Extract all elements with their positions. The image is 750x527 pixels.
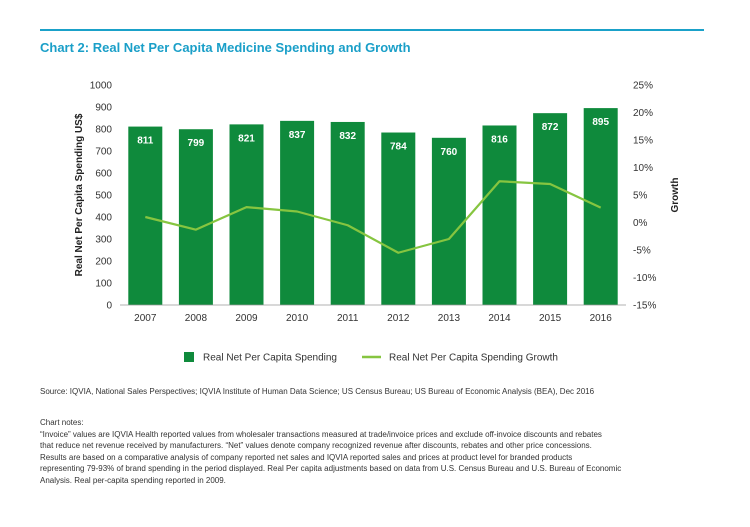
- bar: [128, 126, 163, 305]
- x-tick-label: 2009: [235, 313, 258, 324]
- y2-tick-label: 20%: [633, 108, 653, 119]
- axes-group: 0 100 200 300 400 500 600 700 800 900 1000 -15% -10%…: [74, 81, 681, 325]
- chart: 811 799 821 837 832 784 760 816 872 895 0 100 200 30…: [74, 81, 681, 364]
- bar: [431, 137, 466, 305]
- bar-value-label: 784: [390, 142, 407, 153]
- y-tick-label: 200: [95, 257, 112, 268]
- x-tick-label: 2013: [438, 313, 461, 324]
- notes-line: Analysis. Real per-capita spending repor…: [40, 475, 226, 485]
- line-group: [145, 180, 602, 254]
- x-tick-label: 2010: [286, 313, 309, 324]
- x-tick-label: 2014: [488, 313, 511, 324]
- y2-tick-label: -5%: [633, 246, 651, 257]
- y-axis-title: Real Net Per Capita Spending US$: [74, 113, 85, 276]
- bar-value-label: 821: [238, 133, 255, 144]
- y-tick-label: 300: [95, 235, 112, 246]
- bar-value-label: 760: [441, 147, 458, 158]
- chart-notes: Chart notes: “Invoice” values are IQVIA …: [40, 417, 710, 486]
- x-tick-label: 2008: [185, 313, 208, 324]
- bar: [280, 120, 315, 305]
- bar-value-label: 811: [137, 136, 154, 147]
- source-note: Source: IQVIA, National Sales Perspectiv…: [40, 387, 595, 396]
- x-tick-label: 2011: [337, 313, 359, 324]
- y2-tick-label: -10%: [633, 273, 656, 284]
- y-tick-label: 800: [95, 125, 112, 136]
- chart-title: Chart 2: Real Net Per Capita Medicine Sp…: [40, 40, 411, 55]
- y-tick-label: 500: [95, 191, 112, 202]
- bar-value-label: 816: [491, 134, 508, 145]
- y2-tick-label: 25%: [633, 81, 653, 92]
- y2-tick-label: 15%: [633, 136, 653, 147]
- growth-line: [145, 180, 602, 254]
- notes-line: representing 79-93% of brand spending in…: [40, 464, 622, 473]
- y2-tick-label: 0%: [633, 218, 648, 229]
- bar: [229, 124, 264, 305]
- y2-axis-title: Growth: [670, 178, 681, 213]
- y-tick-label: 1000: [90, 81, 113, 92]
- bar: [482, 125, 517, 305]
- bar: [178, 129, 213, 305]
- bar-value-label: 895: [592, 117, 609, 128]
- y-tick-label: 900: [95, 103, 112, 114]
- x-tick-label: 2016: [590, 313, 613, 324]
- y-tick-label: 100: [95, 279, 112, 290]
- legend-line-label: Real Net Per Capita Spending Growth: [389, 353, 558, 364]
- bar-value-label: 837: [289, 130, 306, 141]
- bar-value-label: 799: [188, 138, 205, 149]
- top-rule: [40, 29, 704, 31]
- notes-heading: Chart notes:: [40, 418, 84, 427]
- legend: Real Net Per Capita Spending Real Net Per…: [184, 352, 558, 364]
- x-tick-label: 2012: [387, 313, 410, 324]
- bars-group: 811 799 821 837 832 784 760 816 872 895: [128, 108, 618, 306]
- notes-line: “Invoice” values are IQVIA Health report…: [40, 429, 602, 439]
- legend-bar-swatch: [184, 352, 194, 362]
- bar: [381, 132, 416, 305]
- y-tick-label: 600: [95, 169, 112, 180]
- bar-value-label: 832: [339, 131, 356, 142]
- bar: [330, 121, 365, 306]
- notes-line: that reduce net revenue received by manu…: [40, 441, 592, 450]
- bar-value-label: 872: [542, 122, 559, 133]
- y-tick-label: 700: [95, 147, 112, 158]
- y-tick-label: 400: [95, 213, 112, 224]
- y2-tick-label: -15%: [633, 301, 656, 312]
- legend-bar-label: Real Net Per Capita Spending: [203, 353, 337, 364]
- bar: [533, 113, 568, 305]
- x-tick-label: 2007: [134, 313, 157, 324]
- y2-tick-label: 10%: [633, 163, 653, 174]
- y2-tick-label: 5%: [633, 191, 648, 202]
- notes-line: Results are based on a comparative analy…: [40, 452, 573, 462]
- y-tick-label: 0: [106, 301, 112, 312]
- x-tick-label: 2015: [539, 313, 562, 324]
